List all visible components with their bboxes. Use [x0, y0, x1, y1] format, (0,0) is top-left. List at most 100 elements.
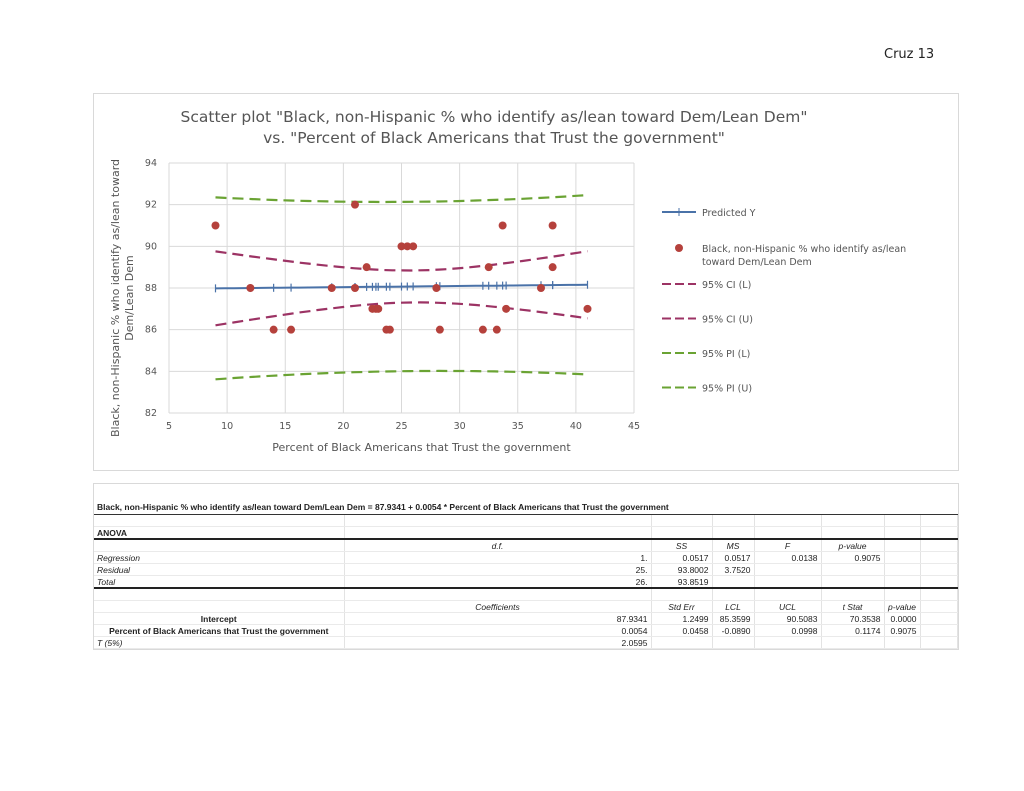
table-cell: 0.0998 — [754, 624, 822, 637]
data-point — [211, 221, 220, 230]
coef-row: Percent of Black Americans that Trust th… — [94, 624, 958, 637]
table-cell: LCL — [712, 600, 755, 613]
table-cell — [94, 515, 345, 527]
table-cell — [754, 575, 822, 589]
table-cell — [884, 636, 921, 649]
data-point — [246, 284, 255, 292]
table-cell — [821, 563, 885, 576]
coef-header-row: Coefficients Std Err LCL UCL t Stat p-value — [94, 600, 958, 613]
table-cell: 1.2499 — [651, 612, 713, 625]
table-cell — [754, 636, 822, 649]
table-cell — [920, 612, 958, 625]
table-cell: 85.3599 — [712, 612, 755, 625]
table-cell: 87.9341 — [344, 612, 652, 625]
table-cell: 93.8002 — [651, 563, 713, 576]
table-cell: 0.0517 — [712, 551, 755, 564]
table-cell — [821, 515, 885, 527]
table-cell — [754, 563, 822, 576]
table-cell: 0.9075 — [884, 624, 921, 637]
regression-equation: Black, non-Hispanic % who identify as/le… — [94, 484, 958, 515]
table-cell: 90.5083 — [754, 612, 822, 625]
y-axis-label: Dem/Lean Dem — [123, 255, 136, 341]
coef-row: Intercept 87.9341 1.2499 85.3599 90.5083 70.3… — [94, 612, 958, 625]
table-cell — [821, 526, 885, 540]
y-tick-label: 92 — [145, 200, 157, 211]
table-cell — [920, 551, 958, 564]
table-cell: Residual — [94, 563, 345, 576]
table-cell: 25. — [344, 563, 652, 576]
table-cell — [884, 526, 921, 540]
y-tick-label: 82 — [145, 408, 157, 419]
table-cell — [651, 526, 713, 540]
data-point — [351, 200, 359, 209]
anova-row: Total 26. 93.8519 — [94, 575, 958, 589]
table-cell: 0.0458 — [651, 624, 713, 637]
y-tick-label: 88 — [145, 283, 157, 294]
table-cell — [712, 515, 755, 527]
table-cell — [754, 526, 822, 540]
table-cell — [344, 588, 652, 601]
table-cell: Regression — [94, 551, 345, 564]
y-tick-label: 86 — [145, 325, 157, 336]
table-cell: p-value — [884, 600, 921, 613]
table-cell: Intercept — [94, 612, 345, 625]
x-tick-label: 5 — [166, 421, 172, 432]
table-cell — [344, 526, 652, 540]
table-cell — [884, 575, 921, 589]
legend-label: 95% CI (U) — [702, 315, 753, 326]
legend-label: 95% PI (U) — [702, 384, 752, 395]
y-axis-label: Black, non-Hispanic % who identify as/le… — [109, 159, 122, 437]
scatter-chart: Scatter plot "Black, non-Hispanic % who … — [93, 93, 959, 471]
table-cell — [920, 515, 958, 527]
table-cell: Coefficients — [344, 600, 652, 613]
table-cell: 0.0138 — [754, 551, 822, 564]
data-point — [484, 263, 493, 272]
table-cell: Percent of Black Americans that Trust th… — [94, 624, 345, 637]
table-cell — [712, 636, 755, 649]
table-cell — [920, 588, 958, 601]
table-cell: 2.0595 — [344, 636, 652, 649]
pi-lower-line — [215, 369, 588, 381]
legend-label: toward Dem/Lean Dem — [702, 257, 812, 268]
page-number: Cruz 13 — [884, 47, 935, 62]
table-cell: F — [754, 539, 822, 552]
data-point — [397, 242, 406, 251]
x-tick-label: 35 — [512, 421, 524, 432]
table-cell — [821, 636, 885, 649]
legend-label: 95% CI (L) — [702, 280, 751, 291]
table-cell — [920, 575, 958, 589]
ci-upper-line — [215, 250, 588, 272]
table-cell: 0.0054 — [344, 624, 652, 637]
table-cell — [884, 588, 921, 601]
chart-title: Scatter plot "Black, non-Hispanic % who … — [181, 108, 808, 126]
data-point — [537, 284, 545, 292]
table-cell — [94, 539, 345, 552]
chart-svg: Scatter plot "Black, non-Hispanic % who … — [109, 108, 906, 454]
table-cell: d.f. — [344, 539, 652, 552]
data-point — [327, 284, 336, 292]
table-cell — [94, 588, 345, 601]
table-cell — [884, 539, 921, 552]
table-cell: 93.8519 — [651, 575, 713, 589]
table-cell — [754, 588, 822, 601]
data-point — [362, 263, 371, 272]
data-point — [409, 242, 418, 251]
x-tick-label: 40 — [570, 421, 582, 432]
data-point — [374, 304, 383, 313]
table-cell — [920, 600, 958, 613]
table-cell: MS — [712, 539, 755, 552]
data-point — [498, 221, 507, 230]
table-row — [94, 515, 958, 527]
table-cell: 1. — [344, 551, 652, 564]
table-row — [94, 588, 958, 601]
regression-table: Black, non-Hispanic % who identify as/le… — [93, 483, 959, 650]
table-cell — [920, 526, 958, 540]
t-row: T (5%) 2.0595 — [94, 636, 958, 649]
table-cell — [344, 515, 652, 527]
table-cell — [884, 515, 921, 527]
data-point — [351, 284, 359, 292]
table-cell — [920, 636, 958, 649]
chart-title: vs. "Percent of Black Americans that Tru… — [263, 129, 725, 147]
